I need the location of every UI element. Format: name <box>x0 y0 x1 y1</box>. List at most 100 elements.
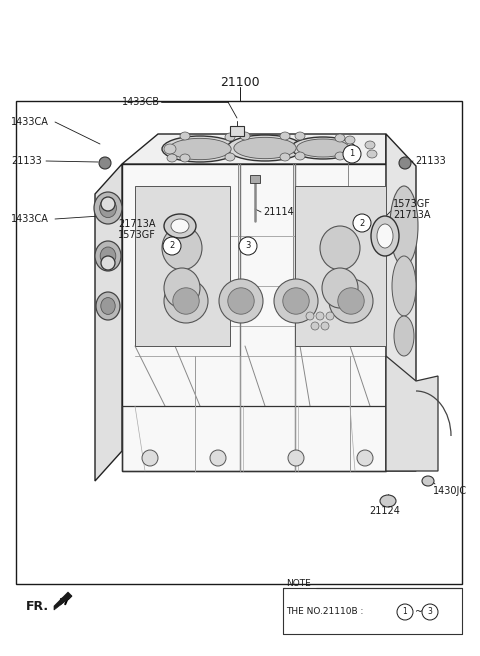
Circle shape <box>397 604 413 620</box>
Ellipse shape <box>288 450 304 466</box>
Ellipse shape <box>162 226 202 270</box>
Ellipse shape <box>345 136 355 144</box>
Ellipse shape <box>100 247 116 265</box>
Ellipse shape <box>219 279 263 323</box>
Ellipse shape <box>210 450 226 466</box>
Ellipse shape <box>280 153 290 161</box>
Ellipse shape <box>371 216 399 256</box>
Text: 21100: 21100 <box>220 77 260 89</box>
Text: NOTE: NOTE <box>286 579 311 588</box>
Ellipse shape <box>357 450 373 466</box>
Polygon shape <box>122 164 386 471</box>
Ellipse shape <box>321 322 329 330</box>
Text: 2: 2 <box>169 241 175 251</box>
Ellipse shape <box>101 197 115 211</box>
Text: 1573GF: 1573GF <box>118 230 156 240</box>
Text: 21124: 21124 <box>370 506 400 516</box>
Text: 21114: 21114 <box>263 207 294 217</box>
Ellipse shape <box>335 152 345 160</box>
Polygon shape <box>54 592 72 610</box>
Text: 21713A: 21713A <box>118 219 156 229</box>
Ellipse shape <box>234 137 296 159</box>
Polygon shape <box>122 134 386 164</box>
Ellipse shape <box>180 154 190 162</box>
Ellipse shape <box>394 316 414 356</box>
Circle shape <box>239 237 257 255</box>
Ellipse shape <box>392 256 416 316</box>
Ellipse shape <box>240 132 250 140</box>
Text: 1430JC: 1430JC <box>433 486 467 496</box>
Ellipse shape <box>316 312 324 320</box>
Text: 1433CA: 1433CA <box>11 117 49 127</box>
Ellipse shape <box>99 157 111 169</box>
Ellipse shape <box>225 153 235 161</box>
Ellipse shape <box>173 288 199 314</box>
Ellipse shape <box>164 214 196 238</box>
Text: 21133: 21133 <box>11 156 42 166</box>
Ellipse shape <box>322 268 358 308</box>
Text: 1433CA: 1433CA <box>11 214 49 224</box>
Text: 1: 1 <box>403 607 408 617</box>
Polygon shape <box>386 356 438 471</box>
Ellipse shape <box>167 154 177 162</box>
Ellipse shape <box>101 256 115 270</box>
Bar <box>250 175 260 183</box>
Text: ~: ~ <box>415 607 423 617</box>
Ellipse shape <box>101 298 115 314</box>
Ellipse shape <box>96 292 120 320</box>
Text: FR.: FR. <box>26 600 49 613</box>
Bar <box>230 126 244 136</box>
Ellipse shape <box>95 241 121 271</box>
Ellipse shape <box>297 139 349 157</box>
Ellipse shape <box>338 288 364 314</box>
Ellipse shape <box>164 144 176 154</box>
Ellipse shape <box>280 132 290 140</box>
Ellipse shape <box>164 279 208 323</box>
Ellipse shape <box>291 137 355 159</box>
Text: 1433CB: 1433CB <box>122 97 160 107</box>
Ellipse shape <box>306 312 314 320</box>
Circle shape <box>353 214 371 232</box>
Ellipse shape <box>326 312 334 320</box>
Ellipse shape <box>180 132 190 140</box>
Ellipse shape <box>365 141 375 149</box>
Polygon shape <box>135 186 230 346</box>
Ellipse shape <box>390 186 418 266</box>
Circle shape <box>163 237 181 255</box>
Polygon shape <box>386 134 416 471</box>
Text: 3: 3 <box>245 241 251 251</box>
Ellipse shape <box>377 224 393 248</box>
Ellipse shape <box>225 133 235 141</box>
Text: 2: 2 <box>360 218 365 228</box>
Ellipse shape <box>380 495 396 507</box>
Ellipse shape <box>283 288 309 314</box>
Polygon shape <box>295 186 386 346</box>
Ellipse shape <box>171 219 189 233</box>
Ellipse shape <box>164 268 200 308</box>
Ellipse shape <box>94 192 122 224</box>
Ellipse shape <box>274 279 318 323</box>
Ellipse shape <box>295 152 305 160</box>
Polygon shape <box>95 164 122 481</box>
Ellipse shape <box>100 198 117 218</box>
Ellipse shape <box>228 288 254 314</box>
Circle shape <box>343 145 361 163</box>
Ellipse shape <box>422 476 434 486</box>
Ellipse shape <box>320 226 360 270</box>
Ellipse shape <box>169 138 231 159</box>
Text: 21713A: 21713A <box>393 210 431 220</box>
Ellipse shape <box>227 135 303 161</box>
Text: THE NO.21110B :: THE NO.21110B : <box>286 607 366 617</box>
Ellipse shape <box>329 279 373 323</box>
Ellipse shape <box>335 134 345 142</box>
Ellipse shape <box>162 136 238 162</box>
Ellipse shape <box>399 157 411 169</box>
Text: 21133: 21133 <box>415 156 446 166</box>
Ellipse shape <box>367 150 377 158</box>
Ellipse shape <box>295 132 305 140</box>
Circle shape <box>422 604 438 620</box>
Text: 1573GF: 1573GF <box>393 199 431 209</box>
Text: 1: 1 <box>349 150 355 159</box>
Text: 3: 3 <box>428 607 432 617</box>
Ellipse shape <box>311 322 319 330</box>
